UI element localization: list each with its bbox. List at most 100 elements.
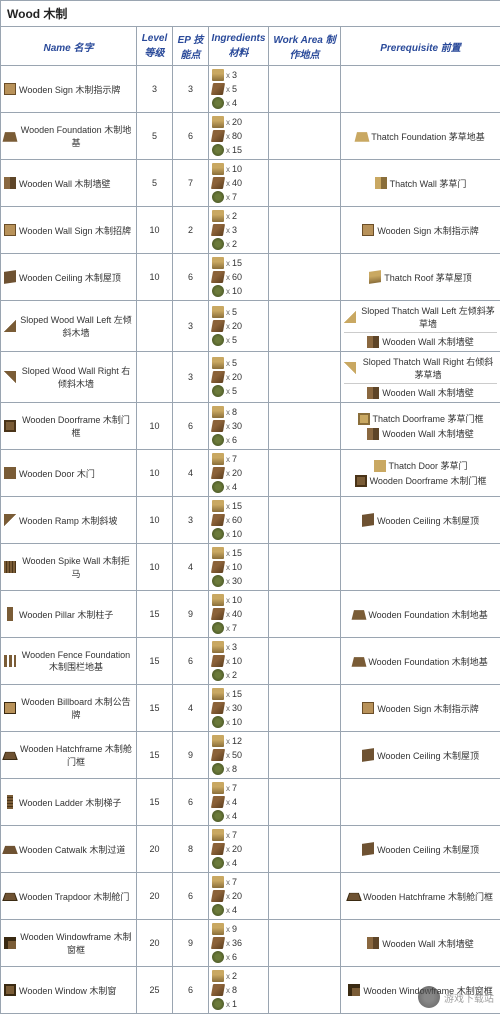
table-row: Wooden Ramp 木制斜坡103x15x60x10Wooden Ceili… [1, 497, 500, 544]
ingredient-qty: 15 [232, 258, 242, 268]
x-label: x [226, 132, 230, 141]
ingredient-line: x6 [212, 950, 265, 964]
ingredient-line: x2 [212, 237, 265, 251]
prereq-text: Wooden Sign 木制指示牌 [377, 224, 478, 237]
ingredient-qty: 30 [232, 421, 242, 431]
cell-prereq: Thatch Roof 茅草屋顶 [341, 254, 500, 301]
prereq-text: Thatch Wall 茅草门 [390, 177, 467, 190]
cell-ep: 3 [173, 66, 209, 113]
prereq-text: Wooden Doorframe 木制门框 [370, 474, 487, 487]
x-label: x [226, 751, 230, 760]
ingredient-line: x5 [212, 82, 265, 96]
thatch-icon [212, 406, 224, 418]
cell-ep: 9 [173, 732, 209, 779]
thatch-icon [212, 735, 224, 747]
cell-ingredients: x3x5x4 [209, 66, 269, 113]
cell-workarea [269, 638, 341, 685]
ingredient-line: x5 [212, 384, 265, 398]
cell-workarea [269, 544, 341, 591]
cell-ep: 4 [173, 685, 209, 732]
ingredient-qty: 7 [232, 877, 237, 887]
ingredient-line: x10 [212, 715, 265, 729]
sign-icon [4, 83, 16, 95]
ingredient-line: x10 [212, 527, 265, 541]
cell-level: 15 [137, 638, 173, 685]
item-name: Wooden Pillar 木制柱子 [19, 608, 113, 621]
ingredient-qty: 3 [232, 70, 237, 80]
ingredient-qty: 15 [232, 501, 242, 511]
cell-level: 15 [137, 591, 173, 638]
cell-level: 10 [137, 403, 173, 450]
cell-ingredients: x12x50x8 [209, 732, 269, 779]
prereq-text: Wooden Ceiling 木制屋顶 [377, 514, 479, 527]
ingredient-qty: 15 [232, 689, 242, 699]
cell-level: 3 [137, 66, 173, 113]
cell-name: Wooden Foundation 木制地基 [1, 113, 137, 160]
x-label: x [226, 657, 230, 666]
ingredient-line: x7 [212, 828, 265, 842]
cell-workarea [269, 403, 341, 450]
cell-prereq: Wooden Ceiling 木制屋顶 [341, 497, 500, 544]
fiber-icon [212, 285, 224, 297]
prereq-text: Wooden Sign 木制指示牌 [377, 702, 478, 715]
prereq-text: Wooden Ceiling 木制屋顶 [377, 749, 479, 762]
prereq-text: Wooden Ceiling 木制屋顶 [377, 843, 479, 856]
ingredient-line: x10 [212, 284, 265, 298]
cell-level [137, 301, 173, 352]
cell-workarea [269, 873, 341, 920]
cell-prereq: Wooden Hatchframe 木制舱门框 [341, 873, 500, 920]
wood-icon [211, 271, 225, 283]
cell-ep: 6 [173, 113, 209, 160]
prereq-line: Thatch Wall 茅草门 [344, 176, 497, 191]
x-label: x [226, 212, 230, 221]
cell-ep: 3 [173, 352, 209, 403]
ingredient-qty: 20 [232, 117, 242, 127]
fiber-icon [212, 716, 224, 728]
slopeR-icon [4, 371, 16, 383]
prereq-line: Wooden Sign 木制指示牌 [344, 223, 497, 238]
thatch-icon [212, 688, 224, 700]
sign-icon [362, 702, 374, 714]
ingredient-line: x30 [212, 574, 265, 588]
x-label: x [226, 287, 230, 296]
ingredient-qty: 12 [232, 736, 242, 746]
cell-name: Wooden Ceiling 木制屋顶 [1, 254, 137, 301]
prereq-text: Wooden Hatchframe 木制舱门框 [363, 890, 493, 903]
wall-icon [367, 336, 379, 348]
ingredient-line: x2 [212, 668, 265, 682]
hatch-icon [2, 752, 18, 760]
wood-icon [211, 371, 225, 383]
ingredient-qty: 7 [232, 192, 237, 202]
ingredient-qty: 10 [232, 529, 242, 539]
fiber-icon [212, 528, 224, 540]
ingredient-line: x20 [212, 319, 265, 333]
prereq-line: Wooden Sign 木制指示牌 [344, 701, 497, 716]
ingredient-qty: 20 [232, 372, 242, 382]
cell-name: Wooden Billboard 木制公告牌 [1, 685, 137, 732]
prereq-text: Wooden Foundation 木制地基 [368, 608, 487, 621]
cell-name: Wooden Sign 木制指示牌 [1, 66, 137, 113]
cell-ingredients: x2x3x2 [209, 207, 269, 254]
cell-ingredients: x10x40x7 [209, 591, 269, 638]
ingredient-qty: 10 [232, 562, 242, 572]
sign-icon [362, 224, 374, 236]
x-label: x [226, 322, 230, 331]
fiber-icon [212, 810, 224, 822]
thatch-icon [212, 594, 224, 606]
x-label: x [226, 422, 230, 431]
wood-icon [211, 937, 225, 949]
x-label: x [226, 240, 230, 249]
ingredient-qty: 4 [232, 811, 237, 821]
cell-workarea [269, 732, 341, 779]
ingredient-line: x36 [212, 936, 265, 950]
header-level: Level 等级 [137, 27, 173, 66]
ingredient-qty: 30 [232, 703, 242, 713]
x-label: x [226, 831, 230, 840]
ingredient-line: x7 [212, 781, 265, 795]
prereq-text: Wooden Wall 木制墙壁 [382, 427, 474, 440]
cell-level: 10 [137, 544, 173, 591]
cell-ingredients: x15x10x30 [209, 544, 269, 591]
item-name: Wooden Catwalk 木制过道 [19, 843, 125, 856]
cell-level: 10 [137, 450, 173, 497]
billboard-icon [4, 702, 16, 714]
